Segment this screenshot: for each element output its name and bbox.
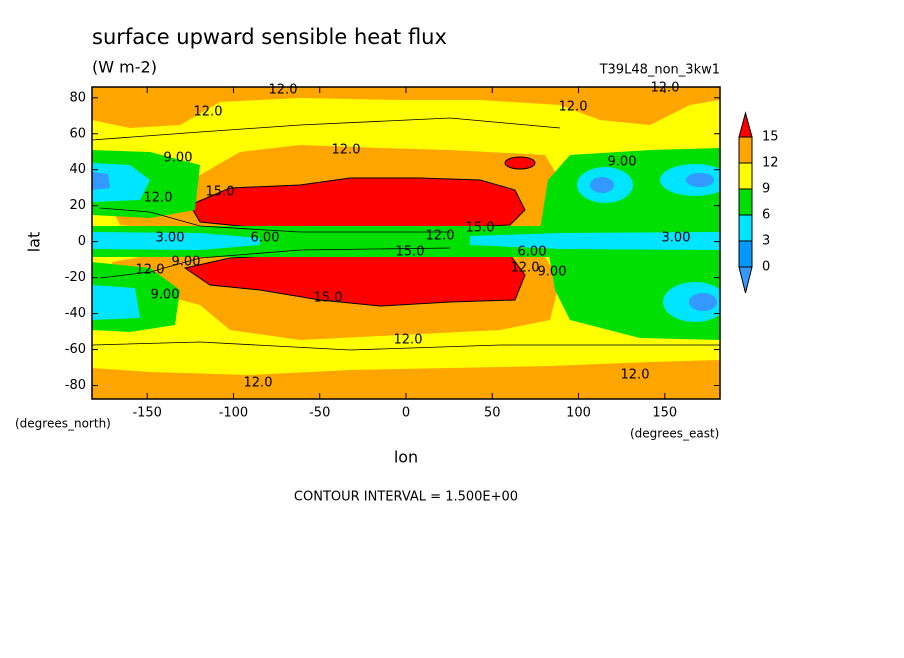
chart-title: surface upward sensible heat flux: [92, 25, 447, 49]
contour-label: 15.0: [314, 291, 343, 306]
contour-label: 3.00: [662, 231, 691, 246]
contour-label: 12.0: [511, 261, 540, 276]
contour-label: 9.00: [164, 151, 193, 166]
y-unit: (degrees_north): [15, 417, 111, 431]
x-tick-label: 150: [652, 406, 677, 421]
colorbar-label: 3: [762, 234, 770, 249]
contour-label: 6.00: [251, 231, 280, 246]
contour-label: 12.0: [394, 333, 423, 348]
x-tick-label: -150: [132, 406, 162, 421]
y-tick-label: 0: [78, 234, 86, 249]
footer: CONTOUR INTERVAL = 1.500E+00: [294, 490, 518, 505]
x-axis-label: lon: [394, 448, 418, 467]
contour-label: 12.0: [651, 81, 680, 96]
colorbar-triangle: [738, 266, 753, 294]
x-unit: (degrees_east): [630, 427, 719, 441]
colorbar-box: [738, 136, 753, 164]
contour-label: 15.0: [466, 221, 495, 236]
y-tick-label: -40: [65, 306, 86, 321]
contour-label: 12.0: [332, 143, 361, 158]
contour-label: 9.00: [151, 288, 180, 303]
contour-label: 3.00: [156, 231, 185, 246]
y-tick-label: 80: [69, 90, 86, 105]
colorbar-box: [738, 188, 753, 216]
y-tick-label: -80: [65, 378, 86, 393]
contour-label: 12.0: [144, 191, 173, 206]
colorbar-box: [738, 214, 753, 242]
x-tick-label: 0: [402, 406, 410, 421]
colorbar-label: 9: [762, 182, 770, 197]
y-axis-label: lat: [25, 232, 44, 253]
contour-label: 9.00: [538, 265, 567, 280]
contour-label: 12.0: [621, 368, 650, 383]
colorbar-box: [738, 162, 753, 190]
x-tick-label: -100: [219, 406, 249, 421]
colorbar-label: 15: [762, 130, 779, 145]
y-tick-label: -20: [65, 270, 86, 285]
y-tick-label: 20: [69, 198, 86, 213]
contour-label: 9.00: [172, 255, 201, 270]
x-tick-label: -50: [309, 406, 330, 421]
contour-label: 6.00: [518, 245, 547, 260]
contour-label: 9.00: [608, 155, 637, 170]
y-tick-label: 40: [69, 162, 86, 177]
annotation: T39L48_non_3kw1: [599, 63, 720, 78]
contour-label: 12.0: [269, 83, 298, 98]
colorbar-box: [738, 240, 753, 268]
contour-field: [92, 87, 720, 399]
chart-subtitle: (W m-2): [92, 58, 157, 77]
contour-label: 15.0: [396, 245, 425, 260]
colorbar-label: 0: [762, 260, 770, 275]
colorbar-label: 12: [762, 156, 779, 171]
contour-label: 12.0: [194, 105, 223, 120]
y-tick-label: 60: [69, 126, 86, 141]
contour-label: 12.0: [559, 100, 588, 115]
x-tick-label: 100: [566, 406, 591, 421]
colorbar-triangle: [738, 111, 753, 138]
contour-label: 12.0: [244, 376, 273, 391]
colorbar-label: 6: [762, 208, 770, 223]
y-tick-label: -60: [65, 342, 86, 357]
contour-label: 12.0: [426, 229, 455, 244]
contour-label: 15.0: [206, 185, 235, 200]
x-tick-label: 50: [484, 406, 501, 421]
contour-label: 12.0: [136, 263, 165, 278]
